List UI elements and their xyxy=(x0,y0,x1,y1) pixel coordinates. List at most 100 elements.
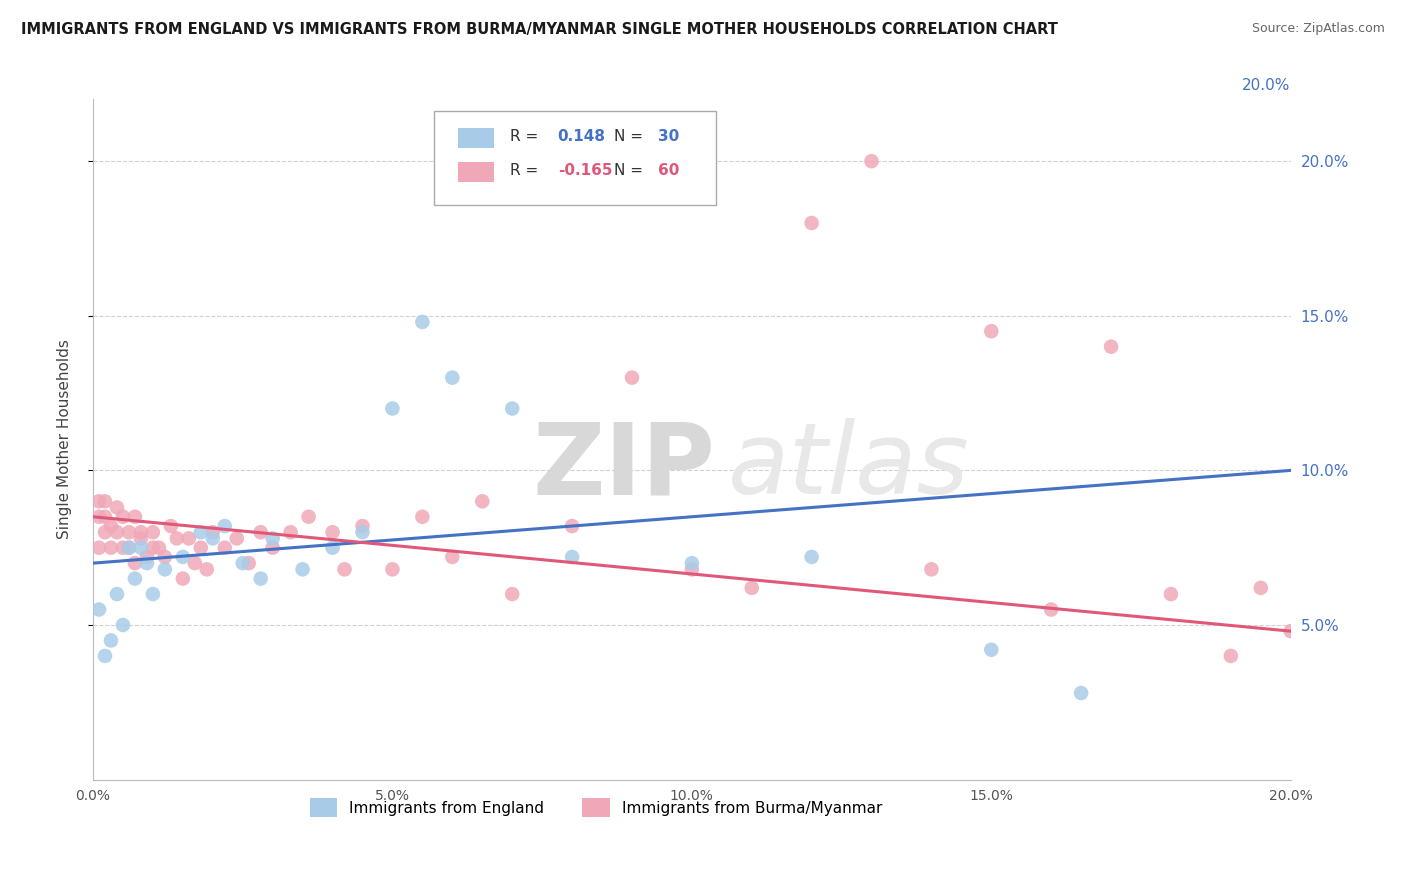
Point xyxy=(280,525,302,540)
Point xyxy=(1250,581,1272,595)
Point xyxy=(148,541,170,555)
Text: Source: ZipAtlas.com: Source: ZipAtlas.com xyxy=(1251,22,1385,36)
Point xyxy=(105,587,128,601)
Point xyxy=(441,370,464,384)
Point xyxy=(94,494,117,508)
Point xyxy=(381,562,404,576)
Point xyxy=(195,562,218,576)
Point xyxy=(322,541,344,555)
Point xyxy=(135,549,157,564)
Point xyxy=(111,541,134,555)
Point xyxy=(129,541,152,555)
Point xyxy=(1219,648,1241,663)
Point xyxy=(471,494,494,508)
Point xyxy=(741,581,763,595)
Text: 60: 60 xyxy=(658,163,679,178)
Point xyxy=(501,401,523,416)
Text: 30: 30 xyxy=(658,129,679,145)
Point xyxy=(201,525,224,540)
Point xyxy=(238,556,260,570)
Point xyxy=(352,519,374,533)
Text: ZIP: ZIP xyxy=(533,418,716,516)
Text: 0.148: 0.148 xyxy=(558,129,606,145)
Point xyxy=(105,500,128,515)
Point xyxy=(249,572,271,586)
Point xyxy=(135,556,157,570)
Point xyxy=(153,562,176,576)
Point xyxy=(322,525,344,540)
Point xyxy=(87,509,110,524)
Point xyxy=(118,541,141,555)
Point xyxy=(87,494,110,508)
Point xyxy=(94,509,117,524)
Point xyxy=(177,532,200,546)
Text: R =: R = xyxy=(510,129,543,145)
Text: N =: N = xyxy=(614,163,648,178)
Point xyxy=(381,401,404,416)
Text: atlas: atlas xyxy=(728,418,969,516)
Point xyxy=(118,525,141,540)
Point xyxy=(352,525,374,540)
Point xyxy=(1040,602,1063,616)
Point xyxy=(111,618,134,632)
Point xyxy=(172,549,194,564)
Point xyxy=(980,642,1002,657)
Point xyxy=(94,525,117,540)
Y-axis label: Single Mother Households: Single Mother Households xyxy=(58,340,72,540)
Point xyxy=(124,556,146,570)
Point xyxy=(172,572,194,586)
Bar xyxy=(458,128,495,148)
Point xyxy=(190,541,212,555)
Point xyxy=(214,541,236,555)
Text: 20.0%: 20.0% xyxy=(1243,78,1291,93)
Point xyxy=(129,525,152,540)
Point xyxy=(501,587,523,601)
Point xyxy=(160,519,183,533)
Point xyxy=(561,549,583,564)
Point xyxy=(214,519,236,533)
FancyBboxPatch shape xyxy=(434,111,716,205)
Point xyxy=(411,509,433,524)
Point xyxy=(166,532,188,546)
Point xyxy=(124,572,146,586)
Point xyxy=(232,556,254,570)
Point xyxy=(142,541,165,555)
Point xyxy=(333,562,356,576)
Point xyxy=(411,315,433,329)
Point xyxy=(100,519,122,533)
Point xyxy=(142,587,165,601)
Point xyxy=(249,525,271,540)
Point xyxy=(201,532,224,546)
Point xyxy=(860,154,883,169)
Point xyxy=(100,633,122,648)
Point xyxy=(800,549,823,564)
Text: IMMIGRANTS FROM ENGLAND VS IMMIGRANTS FROM BURMA/MYANMAR SINGLE MOTHER HOUSEHOLD: IMMIGRANTS FROM ENGLAND VS IMMIGRANTS FR… xyxy=(21,22,1057,37)
Point xyxy=(561,519,583,533)
Point xyxy=(142,525,165,540)
Text: -0.165: -0.165 xyxy=(558,163,612,178)
Legend: Immigrants from England, Immigrants from Burma/Myanmar: Immigrants from England, Immigrants from… xyxy=(304,792,889,823)
Point xyxy=(800,216,823,230)
Point xyxy=(1160,587,1182,601)
Point xyxy=(920,562,942,576)
Point xyxy=(225,532,247,546)
Point xyxy=(129,532,152,546)
Point xyxy=(124,509,146,524)
Point xyxy=(118,541,141,555)
Point xyxy=(1279,624,1302,639)
Point xyxy=(291,562,314,576)
Point xyxy=(111,509,134,524)
Point xyxy=(262,541,284,555)
Bar xyxy=(458,161,495,182)
Point xyxy=(441,549,464,564)
Point xyxy=(184,556,207,570)
Point xyxy=(87,602,110,616)
Point xyxy=(297,509,319,524)
Point xyxy=(620,370,643,384)
Point xyxy=(105,525,128,540)
Point xyxy=(87,541,110,555)
Point xyxy=(190,525,212,540)
Point xyxy=(681,562,703,576)
Point xyxy=(980,324,1002,338)
Point xyxy=(1070,686,1092,700)
